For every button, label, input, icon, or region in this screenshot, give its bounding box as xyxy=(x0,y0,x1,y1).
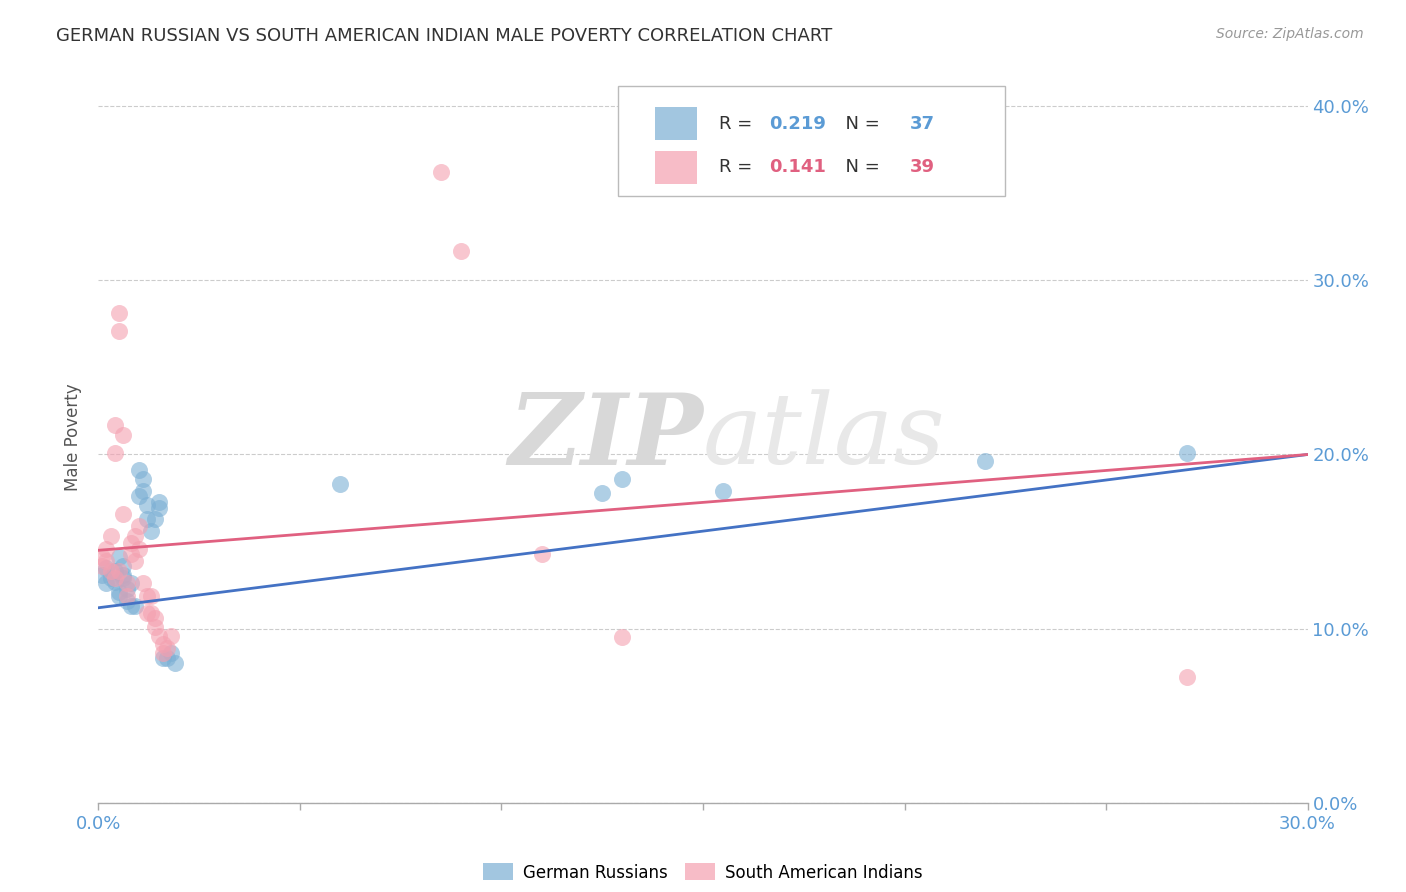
Text: Source: ZipAtlas.com: Source: ZipAtlas.com xyxy=(1216,27,1364,41)
Text: ZIP: ZIP xyxy=(508,389,703,485)
Text: 0.141: 0.141 xyxy=(769,159,827,177)
Text: 37: 37 xyxy=(910,115,935,133)
Point xyxy=(100,571,122,585)
Point xyxy=(128,463,150,477)
FancyBboxPatch shape xyxy=(655,107,697,140)
Point xyxy=(115,576,138,591)
Point xyxy=(96,560,118,574)
Point xyxy=(128,489,150,503)
Point xyxy=(152,651,174,665)
Point xyxy=(100,564,122,578)
Point xyxy=(132,484,155,499)
Point xyxy=(139,589,162,603)
Point xyxy=(132,472,155,486)
Legend: German Russians, South American Indians: German Russians, South American Indians xyxy=(475,855,931,890)
Text: R =: R = xyxy=(718,115,758,133)
Point xyxy=(111,507,134,521)
Point xyxy=(111,558,134,573)
Point xyxy=(156,651,179,665)
Point xyxy=(711,484,734,499)
Point xyxy=(152,646,174,660)
Point xyxy=(139,524,162,538)
Point xyxy=(1175,670,1198,684)
Point xyxy=(139,606,162,620)
Text: 0.219: 0.219 xyxy=(769,115,827,133)
Point xyxy=(91,550,114,565)
Point xyxy=(91,558,114,573)
Point xyxy=(111,567,134,582)
Point xyxy=(115,582,138,596)
Point xyxy=(128,519,150,533)
Point xyxy=(103,574,125,589)
Point xyxy=(96,554,118,568)
Text: N =: N = xyxy=(834,159,886,177)
Point xyxy=(156,640,179,655)
Point xyxy=(148,629,170,643)
Point xyxy=(530,547,553,561)
Point xyxy=(124,554,146,568)
FancyBboxPatch shape xyxy=(619,86,1005,195)
Point xyxy=(132,576,155,591)
Text: R =: R = xyxy=(718,159,758,177)
Point xyxy=(1175,446,1198,460)
Point xyxy=(120,576,142,591)
Point xyxy=(135,606,157,620)
Point xyxy=(612,472,634,486)
Point xyxy=(163,657,186,671)
Point xyxy=(124,529,146,543)
Point xyxy=(128,541,150,556)
Point xyxy=(107,564,129,578)
Point xyxy=(91,567,114,582)
Text: GERMAN RUSSIAN VS SOUTH AMERICAN INDIAN MALE POVERTY CORRELATION CHART: GERMAN RUSSIAN VS SOUTH AMERICAN INDIAN … xyxy=(56,27,832,45)
Point xyxy=(450,244,472,258)
Point xyxy=(96,541,118,556)
Point xyxy=(148,494,170,508)
Point xyxy=(160,646,183,660)
Point xyxy=(143,620,166,634)
Point xyxy=(115,594,138,608)
Point xyxy=(124,599,146,613)
Point xyxy=(135,589,157,603)
Point xyxy=(103,564,125,578)
Point xyxy=(96,576,118,591)
Point xyxy=(135,512,157,526)
Text: N =: N = xyxy=(834,115,886,133)
Point xyxy=(100,529,122,543)
Point xyxy=(974,454,997,468)
Point xyxy=(143,611,166,625)
Point xyxy=(107,306,129,320)
Point xyxy=(107,585,129,599)
Point xyxy=(107,550,129,565)
Point xyxy=(329,477,352,491)
Point xyxy=(107,589,129,603)
Text: atlas: atlas xyxy=(703,390,946,484)
Point xyxy=(103,446,125,460)
Point xyxy=(612,631,634,645)
FancyBboxPatch shape xyxy=(655,151,697,184)
Text: 39: 39 xyxy=(910,159,935,177)
Point xyxy=(591,485,613,500)
Point xyxy=(152,637,174,651)
Point xyxy=(103,571,125,585)
Point xyxy=(107,324,129,338)
Point xyxy=(430,165,453,179)
Point xyxy=(120,536,142,550)
Point xyxy=(160,629,183,643)
Point xyxy=(111,571,134,585)
Point xyxy=(111,428,134,442)
Point xyxy=(120,547,142,561)
Point xyxy=(135,498,157,512)
Point xyxy=(120,599,142,613)
Y-axis label: Male Poverty: Male Poverty xyxy=(65,384,83,491)
Point xyxy=(148,501,170,516)
Point xyxy=(103,417,125,432)
Point xyxy=(143,512,166,526)
Point xyxy=(115,589,138,603)
